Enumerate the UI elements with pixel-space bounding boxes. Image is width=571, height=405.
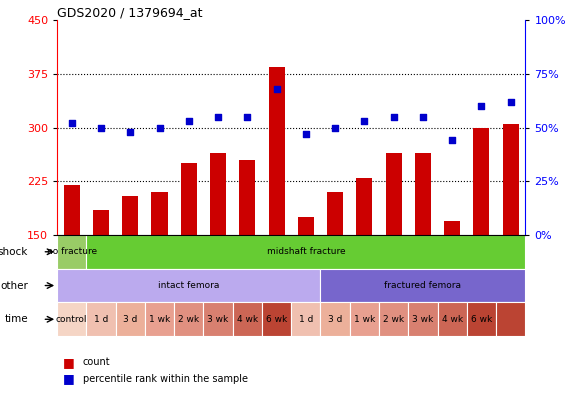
Bar [385,153,401,235]
Bar [496,303,525,336]
Bar [151,192,167,235]
Text: shock: shock [0,247,28,257]
Bar [444,221,460,235]
Bar [181,163,197,235]
Point [126,129,135,135]
Bar [86,303,115,336]
Bar [122,196,138,235]
Bar [437,303,467,336]
Text: 2 wk: 2 wk [178,315,199,324]
Text: 3 d: 3 d [328,315,342,324]
Point [506,98,515,105]
Text: 6 wk: 6 wk [471,315,492,324]
Bar [210,153,226,235]
Bar [502,124,518,235]
Point [272,86,281,92]
Bar [57,235,86,269]
Text: midshaft fracture: midshaft fracture [267,247,345,256]
Bar [408,303,437,336]
Point [214,113,223,120]
Bar [320,269,525,303]
Bar [239,160,255,235]
Bar [64,185,80,235]
Bar [93,210,109,235]
Text: ■: ■ [63,372,75,385]
Point [184,118,194,124]
Point [419,113,428,120]
Bar [327,192,343,235]
Bar [356,178,372,235]
Point [96,124,106,131]
Bar [262,303,291,336]
Bar [298,217,314,235]
Bar [145,303,174,336]
Bar [57,303,86,336]
Text: ■: ■ [63,356,75,369]
Bar [473,128,489,235]
Text: intact femora: intact femora [158,281,219,290]
Point [360,118,369,124]
Bar [174,303,203,336]
Text: other: other [0,281,28,290]
Bar [57,269,320,303]
Text: 4 wk: 4 wk [441,315,463,324]
Bar [203,303,233,336]
Text: GDS2020 / 1379694_at: GDS2020 / 1379694_at [57,6,203,19]
Point [448,137,457,144]
Text: 1 d: 1 d [94,315,108,324]
Text: 3 wk: 3 wk [412,315,433,324]
Bar [415,153,431,235]
Text: control: control [56,315,87,324]
Point [389,113,398,120]
Bar [233,303,262,336]
Bar [86,235,525,269]
Bar [467,303,496,336]
Text: 3 d: 3 d [123,315,138,324]
Bar [115,303,145,336]
Text: 6 wk: 6 wk [266,315,287,324]
Text: fractured femora: fractured femora [384,281,461,290]
Text: count: count [83,358,110,367]
Bar [349,303,379,336]
Point [67,120,77,126]
Text: 3 wk: 3 wk [207,315,228,324]
Text: time: time [4,314,28,324]
Text: no fracture: no fracture [47,247,97,256]
Text: 4 wk: 4 wk [237,315,258,324]
Point [331,124,340,131]
Text: 1 d: 1 d [299,315,313,324]
Point [155,124,164,131]
Bar [268,67,284,235]
Point [477,103,486,109]
Bar [320,303,349,336]
Text: 1 wk: 1 wk [354,315,375,324]
Text: percentile rank within the sample: percentile rank within the sample [83,374,248,384]
Text: 2 wk: 2 wk [383,315,404,324]
Bar [291,303,320,336]
Point [301,131,311,137]
Bar [379,303,408,336]
Point [243,113,252,120]
Text: 1 wk: 1 wk [149,315,170,324]
